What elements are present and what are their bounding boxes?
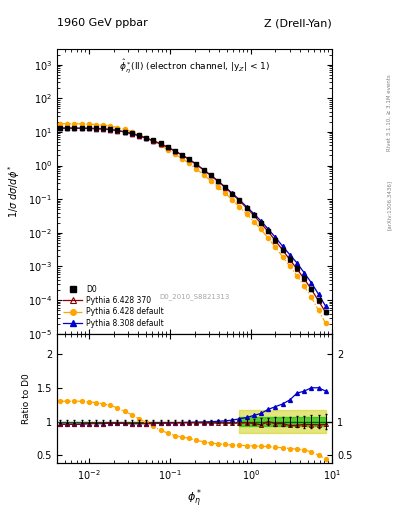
X-axis label: $\phi^*_\eta$: $\phi^*_\eta$	[187, 487, 202, 510]
Legend: D0, Pythia 6.428 370, Pythia 6.428 default, Pythia 8.308 default: D0, Pythia 6.428 370, Pythia 6.428 defau…	[61, 283, 166, 330]
Text: Z (Drell-Yan): Z (Drell-Yan)	[264, 18, 332, 28]
Text: D0_2010_S8821313: D0_2010_S8821313	[159, 293, 230, 300]
Y-axis label: $1/\sigma\;d\sigma/d\phi^*$: $1/\sigma\;d\sigma/d\phi^*$	[7, 164, 22, 218]
Text: 1960 GeV ppbar: 1960 GeV ppbar	[57, 18, 148, 28]
Text: [arXiv:1306.3436]: [arXiv:1306.3436]	[387, 180, 391, 230]
Y-axis label: Ratio to D0: Ratio to D0	[22, 373, 31, 424]
Text: Rivet 3.1.10, ≥ 3.1M events: Rivet 3.1.10, ≥ 3.1M events	[387, 74, 391, 151]
Text: $\hat{\phi}^*_\eta$(ll) (electron channel, |y$_Z$| < 1): $\hat{\phi}^*_\eta$(ll) (electron channe…	[119, 57, 270, 75]
